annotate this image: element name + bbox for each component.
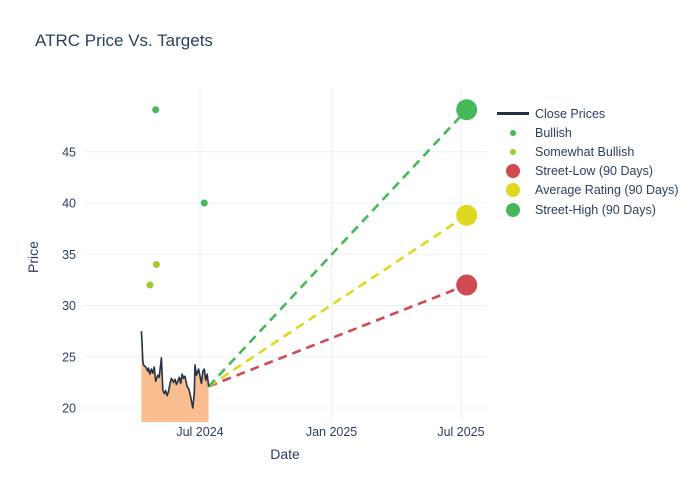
target-projection-lines — [207, 108, 468, 388]
average-rating-90-days--line — [207, 214, 468, 388]
close-price-line — [140, 331, 210, 409]
dot-swatch-icon — [497, 202, 529, 217]
somewhat-bullish-point — [146, 281, 154, 289]
legend: Close Prices Bullish Somewhat Bullish Stree… — [497, 104, 679, 219]
x-axis-title: Date — [270, 446, 300, 462]
x-tick-label: Jan 2025 — [306, 425, 357, 439]
y-tick-label: 45 — [62, 145, 76, 159]
legend-label: Bullish — [535, 125, 572, 140]
close-price-path — [140, 331, 210, 409]
legend-item-somewhat-bullish[interactable]: Somewhat Bullish — [497, 142, 679, 161]
legend-label: Close Prices — [535, 106, 606, 121]
legend-item-bullish[interactable]: Bullish — [497, 123, 679, 142]
legend-item-street-low-90-days[interactable]: Street-Low (90 Days) — [497, 162, 679, 181]
chart-title: ATRC Price Vs. Targets — [35, 31, 213, 50]
legend-label: Street-High (90 Days) — [535, 202, 656, 217]
legend-label: Somewhat Bullish — [535, 144, 635, 159]
y-tick-label: 40 — [62, 197, 76, 211]
legend-item-average-rating-90-days[interactable]: Average Rating (90 Days) — [497, 181, 679, 200]
x-axis-tick-labels: Jul 2024 Jan 2025 Jul 2025 — [176, 425, 484, 439]
dot-swatch-icon — [497, 144, 529, 159]
legend-item-close-prices[interactable]: Close Prices — [497, 104, 679, 123]
street-high-90-days--line — [207, 108, 468, 388]
average-rating-90-days--marker — [456, 204, 478, 226]
dot-swatch-icon — [497, 183, 529, 198]
y-tick-label: 25 — [62, 350, 76, 364]
line-swatch-icon — [497, 106, 529, 121]
legend-label: Average Rating (90 Days) — [535, 183, 679, 198]
dot-swatch-icon — [497, 164, 529, 179]
y-tick-label: 35 — [62, 248, 76, 262]
bullish-point — [152, 106, 160, 114]
street-low-90-days--line — [208, 283, 468, 388]
close-price-area — [141, 331, 209, 422]
street-low-90-days--marker — [456, 274, 478, 296]
street-high-90-days--marker — [456, 99, 478, 121]
legend-label: Street-Low (90 Days) — [535, 164, 654, 179]
y-axis-tick-labels: 20 25 30 35 40 45 — [62, 145, 76, 415]
dot-swatch-icon — [497, 125, 529, 140]
x-tick-label: Jul 2025 — [437, 425, 484, 439]
x-tick-label: Jul 2024 — [176, 425, 223, 439]
target-markers — [456, 99, 478, 296]
somewhat-bullish-point — [152, 261, 160, 268]
bullish-point — [200, 199, 208, 207]
legend-item-street-high-90-days[interactable]: Street-High (90 Days) — [497, 200, 679, 219]
close-price-fill — [141, 331, 209, 422]
y-tick-label: 20 — [62, 402, 76, 416]
y-axis-title: Price — [25, 241, 41, 273]
analyst-rating-points — [146, 106, 208, 289]
y-tick-label: 30 — [62, 299, 76, 313]
